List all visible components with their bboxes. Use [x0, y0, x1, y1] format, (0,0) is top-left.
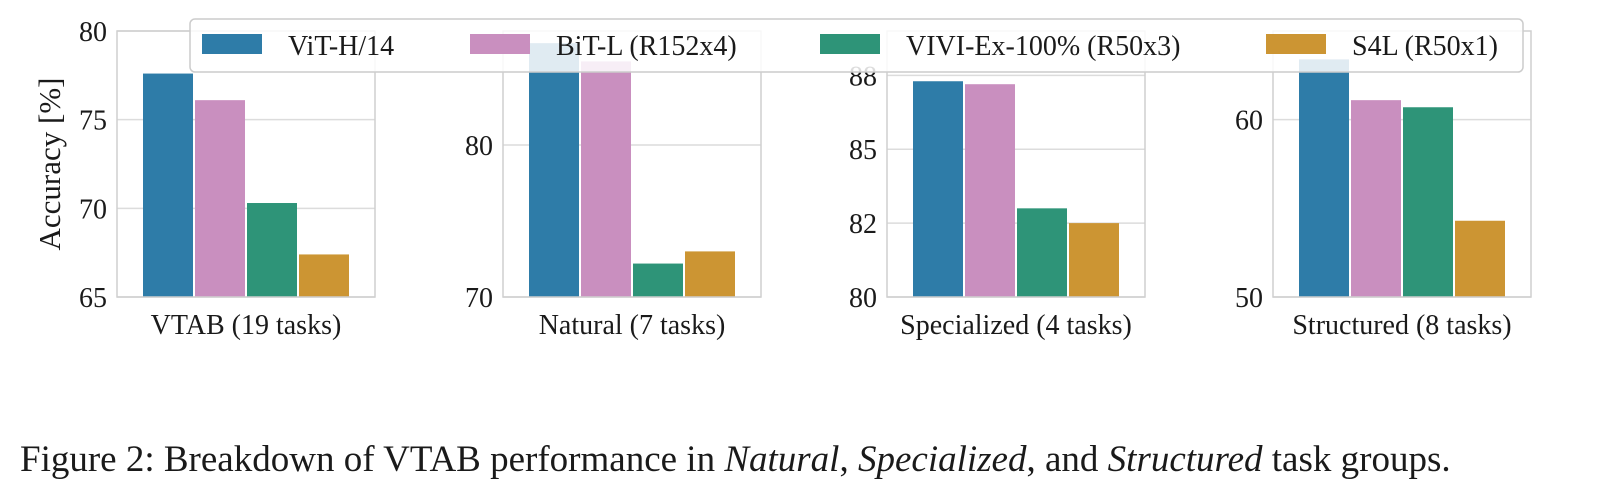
panel-natural-7-tasks: 70 80 Natural (7 tasks) [465, 30, 762, 341]
bar-vit-h-14 [143, 73, 193, 297]
bar-vivi-ex-100-r50x3 [633, 263, 683, 297]
figure-caption: Figure 2: Breakdown of VTAB performance … [20, 438, 1610, 481]
legend-label: S4L (R50x1) [1352, 31, 1498, 62]
legend-entry-vivi-ex-100-r50x3: VIVI-Ex-100% (R50x3) [820, 31, 1181, 62]
tick-label: 65 [79, 283, 107, 314]
legend-entry-vit-h-14: ViT-H/14 [202, 31, 394, 62]
legend-label: ViT-H/14 [288, 31, 394, 62]
caption-natural: Natural [724, 439, 840, 480]
bar-bit-l-r152x4 [195, 100, 245, 297]
legend-entry-s4l-r50x1: S4L (R50x1) [1266, 31, 1498, 62]
tick-label: 70 [79, 194, 107, 225]
caption-sep2: , and [1026, 439, 1108, 480]
panel-xlabel: Natural (7 tasks) [539, 310, 726, 341]
bar-s4l-r50x1 [299, 254, 349, 297]
legend-swatch [470, 34, 530, 54]
bar-bit-l-r152x4 [581, 61, 631, 298]
chart: 65 70 75 80 VTAB (19 tasks) 70 80 Natural (7 ta… [32, 17, 1532, 341]
caption-prefix: Figure 2: Breakdown of VTAB performance … [20, 439, 725, 480]
caption-sep1: , [839, 439, 858, 480]
legend-swatch [1266, 34, 1326, 54]
legend-swatch [202, 34, 262, 54]
panel-xlabel: Structured (8 tasks) [1292, 310, 1511, 341]
panel-xlabel: Specialized (4 tasks) [900, 310, 1132, 341]
bar-vivi-ex-100-r50x3 [247, 203, 297, 297]
bar-bit-l-r152x4 [965, 84, 1015, 297]
legend-swatch [820, 34, 880, 54]
bar-bit-l-r152x4 [1351, 100, 1401, 297]
panel-structured-8-tasks: 50 60 Structured (8 tasks) [1235, 30, 1532, 341]
legend-entry-bit-l-r152x4: BiT-L (R152x4) [470, 31, 737, 62]
tick-label: 80 [465, 131, 493, 162]
legend-label: VIVI-Ex-100% (R50x3) [906, 31, 1181, 62]
caption-structured: Structured [1107, 439, 1263, 480]
y-axis-label: Accuracy [%] [32, 78, 67, 251]
tick-label: 80 [849, 283, 877, 314]
panel-xlabel: VTAB (19 tasks) [151, 310, 342, 341]
bar-vit-h-14 [913, 81, 963, 297]
tick-label: 60 [1235, 106, 1263, 137]
tick-label: 82 [849, 209, 877, 240]
tick-label: 50 [1235, 283, 1263, 314]
tick-label: 85 [849, 135, 877, 166]
legend: ViT-H/14 BiT-L (R152x4) VIVI-Ex-100% (R50x… [189, 18, 1524, 73]
tick-label: 75 [79, 106, 107, 137]
bar-vit-h-14 [1299, 59, 1349, 297]
bar-vivi-ex-100-r50x3 [1403, 107, 1453, 298]
bar-s4l-r50x1 [1455, 220, 1505, 297]
bar-s4l-r50x1 [1069, 223, 1119, 297]
tick-label: 70 [465, 283, 493, 314]
caption-specialized: Specialized [857, 439, 1027, 480]
legend-label: BiT-L (R152x4) [556, 31, 737, 62]
bar-vivi-ex-100-r50x3 [1017, 208, 1067, 297]
tick-label: 80 [79, 17, 107, 48]
bar-vit-h-14 [529, 43, 579, 297]
bar-s4l-r50x1 [685, 251, 735, 297]
caption-suffix: task groups. [1262, 439, 1451, 480]
